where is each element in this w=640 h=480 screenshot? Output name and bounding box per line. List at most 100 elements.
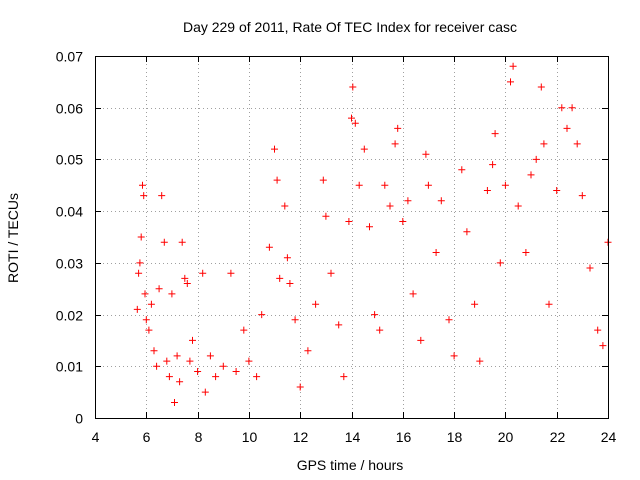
x-tick-label: 8 (195, 429, 203, 445)
chart-title: Day 229 of 2011, Rate Of TEC Index for r… (183, 19, 517, 35)
x-tick-label: 20 (498, 429, 514, 445)
data-point (327, 269, 335, 277)
data-point (491, 130, 499, 138)
x-tick-label: 24 (601, 429, 617, 445)
data-point (514, 202, 522, 210)
data-point (137, 233, 145, 241)
y-tick-label: 0.03 (56, 256, 83, 272)
data-point (253, 373, 261, 381)
x-tick-label: 18 (447, 429, 463, 445)
grid (95, 56, 608, 418)
data-point (201, 388, 209, 396)
y-tick-label: 0.04 (56, 204, 83, 220)
data-point (496, 259, 504, 267)
data-point (133, 305, 141, 313)
y-tick-label: 0.07 (56, 49, 83, 65)
data-point (586, 264, 594, 272)
data-point (304, 347, 312, 355)
data-point (489, 161, 497, 169)
data-point (181, 274, 189, 282)
x-tick-label: 22 (550, 429, 566, 445)
data-point (153, 362, 161, 370)
data-point (173, 352, 181, 360)
data-point (340, 373, 348, 381)
y-axis-label: ROTI / TECUs (5, 193, 21, 283)
data-point (371, 311, 379, 319)
data-point (312, 300, 320, 308)
data-point (189, 336, 196, 344)
data-point (227, 269, 235, 277)
y-tick-label: 0.02 (56, 308, 83, 324)
data-point (283, 254, 291, 262)
data-point (168, 290, 176, 298)
data-point (265, 243, 273, 251)
data-point (432, 249, 440, 256)
data-point (563, 124, 571, 132)
data-point (573, 140, 581, 148)
data-point (163, 357, 171, 365)
data-point (281, 202, 289, 210)
data-point (349, 83, 357, 91)
data-point (509, 62, 517, 70)
data-point (348, 114, 355, 122)
data-point (471, 300, 479, 308)
data-point (183, 280, 191, 287)
y-tick-label: 0 (75, 411, 83, 427)
data-point (258, 311, 266, 319)
data-point (158, 192, 166, 200)
x-tick-label: 14 (345, 429, 361, 445)
data-point (527, 171, 535, 179)
data-point (376, 326, 384, 334)
data-point (178, 238, 186, 246)
data-point (194, 368, 202, 375)
data-point (568, 104, 576, 112)
data-point (140, 192, 148, 200)
data-point (381, 181, 389, 189)
data-point (501, 181, 509, 189)
y-tick-label: 0.01 (56, 359, 83, 375)
data-point (553, 187, 561, 194)
data-point (276, 274, 284, 282)
data-point (141, 290, 149, 298)
x-tick-label: 6 (143, 429, 151, 445)
data-point (404, 197, 412, 205)
data-point (483, 187, 491, 194)
data-point (160, 238, 168, 246)
data-point (394, 124, 402, 132)
data-point (507, 78, 514, 86)
data-point (360, 145, 368, 153)
data-point (545, 300, 553, 308)
data-point (176, 378, 184, 386)
data-point (240, 326, 248, 334)
data-point (532, 155, 540, 163)
data-point (155, 285, 163, 293)
data-point (273, 176, 281, 184)
data-point (445, 316, 453, 324)
data-point (232, 368, 240, 375)
data-point (139, 181, 146, 189)
data-point (463, 228, 471, 236)
data-point (366, 223, 373, 231)
x-tick-label: 10 (242, 429, 258, 445)
data-point (417, 336, 425, 344)
data-point (212, 373, 220, 381)
data-point (219, 362, 227, 370)
data-point (199, 269, 207, 277)
data-point (409, 290, 417, 298)
data-point (351, 119, 359, 127)
data-point (322, 212, 330, 220)
data-point (450, 352, 458, 360)
data-point (171, 399, 178, 406)
data-point (245, 357, 253, 365)
data-point (345, 218, 353, 225)
data-point (136, 259, 144, 267)
data-point (540, 140, 548, 148)
data-point (458, 166, 466, 174)
x-axis-label: GPS time / hours (297, 457, 404, 473)
data-point (578, 192, 586, 200)
data-point (165, 373, 173, 381)
data-point (386, 202, 394, 210)
data-point (286, 280, 294, 287)
data-point (355, 181, 363, 189)
